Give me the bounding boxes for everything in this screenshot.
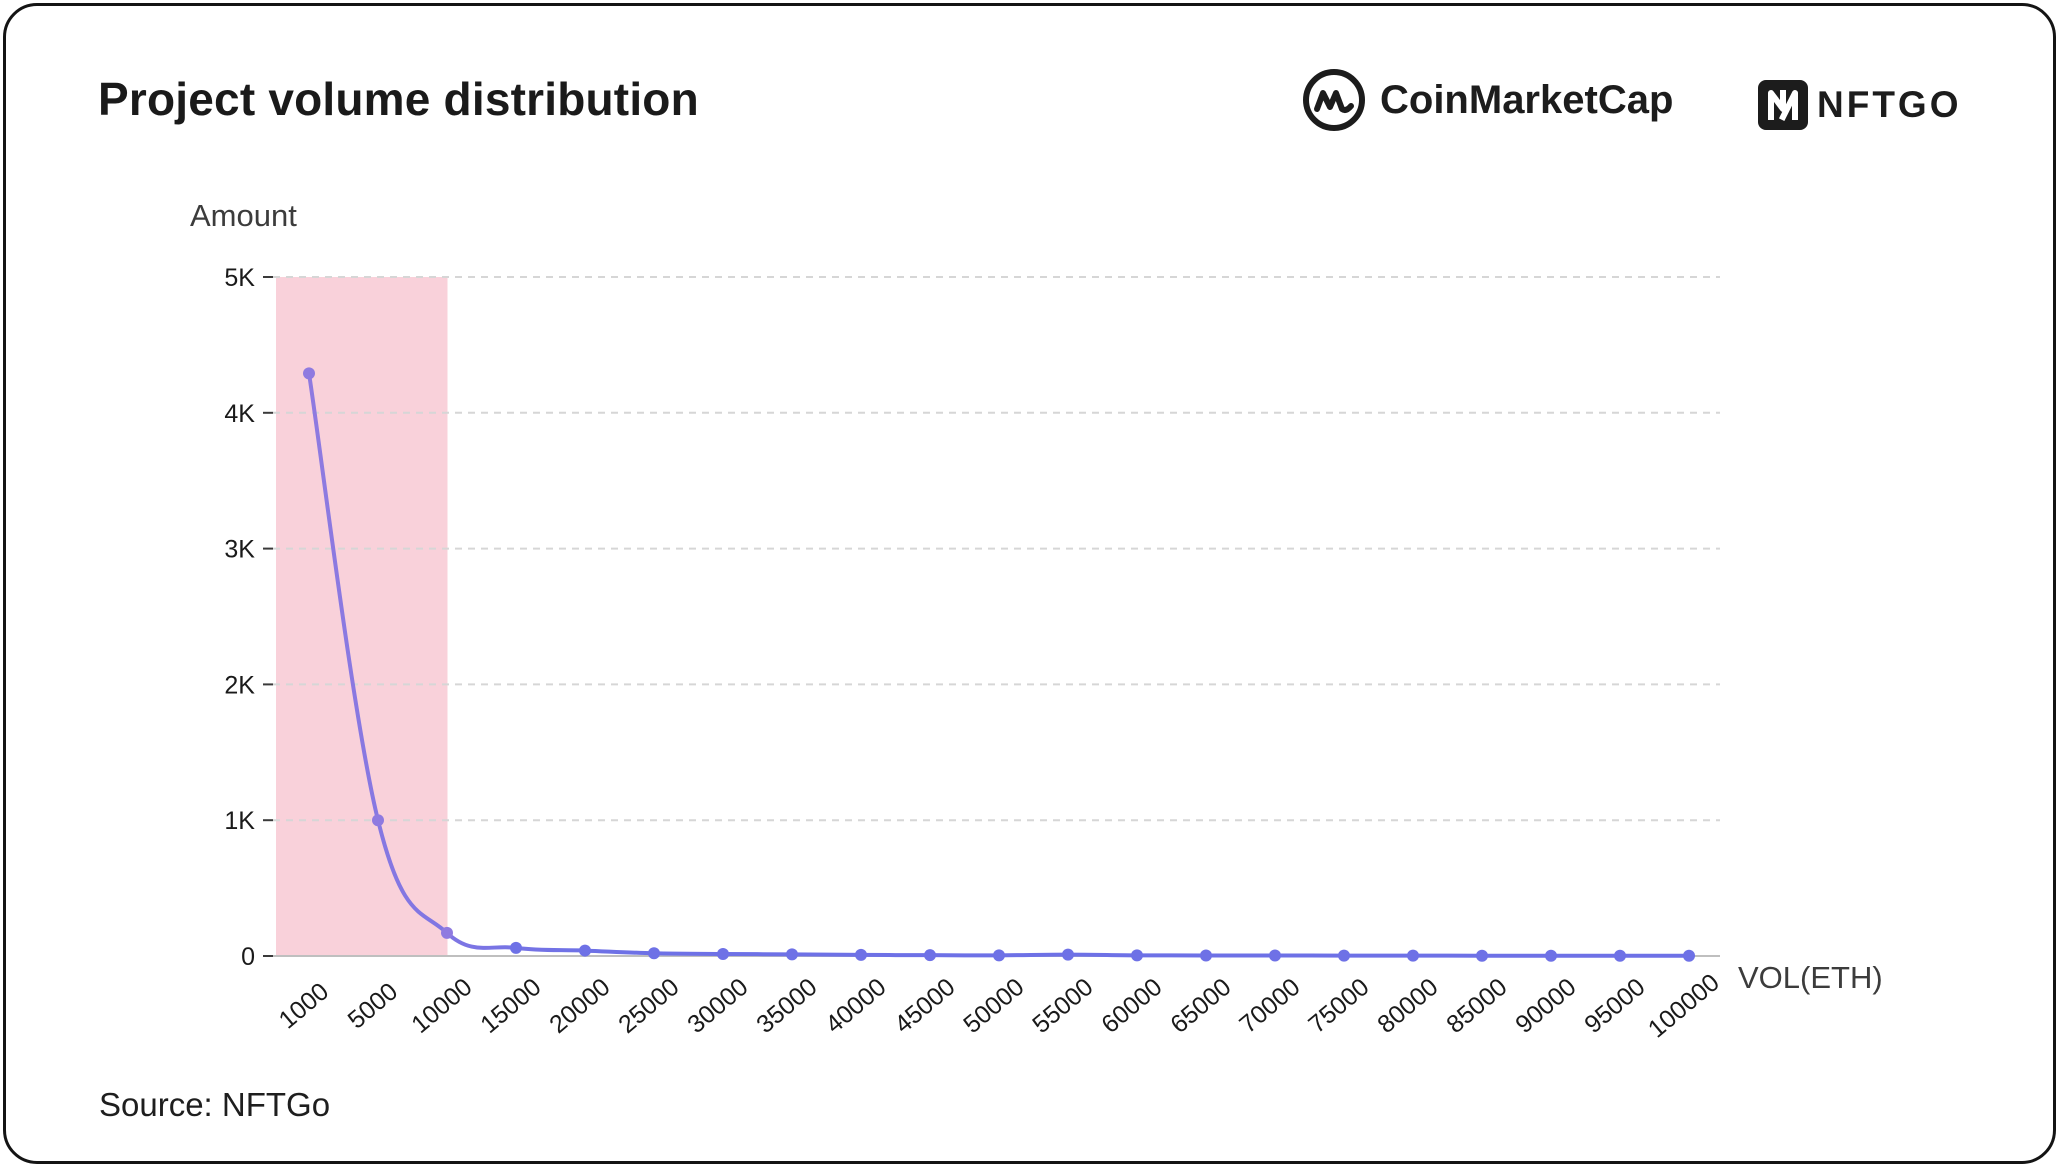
x-tick-label: 60000 [1096, 973, 1167, 1039]
x-tick-label: 1000 [274, 977, 335, 1034]
y-tick-label: 2K [224, 671, 255, 699]
x-tick-label: 45000 [889, 973, 960, 1039]
data-point [855, 948, 867, 961]
y-tick-label: 1K [224, 807, 255, 835]
data-point [1545, 949, 1557, 962]
x-axis-ticks: 1000 5000 10000150002000025000300003500040… [274, 968, 1725, 1043]
x-tick-label: 80000 [1372, 973, 1443, 1039]
x-tick-label: 5000 [343, 977, 404, 1034]
data-point [1683, 949, 1695, 962]
data-point [1614, 949, 1626, 962]
y-tick-label: 5K [224, 264, 255, 292]
x-axis-title: VOL(ETH) [1738, 960, 1883, 995]
x-tick-label: 85000 [1441, 973, 1512, 1039]
x-tick-label: 90000 [1510, 973, 1581, 1039]
data-point [1338, 949, 1350, 962]
chart-title: Project volume distribution [98, 73, 699, 125]
data-point [441, 926, 453, 939]
data-point [1407, 949, 1419, 962]
x-tick-label: 20000 [544, 973, 615, 1039]
y-tick-label: 0 [241, 943, 255, 971]
y-tick-label: 3K [224, 536, 255, 564]
y-tick-label: 4K [224, 400, 255, 428]
data-point [372, 814, 384, 827]
data-point [717, 947, 729, 960]
data-point [1476, 949, 1488, 962]
x-tick-label: 55000 [1027, 973, 1098, 1039]
data-point [993, 949, 1005, 962]
coinmarketcap-brand: CoinMarketCap [1302, 68, 1673, 132]
highlight-band [276, 277, 448, 956]
data-point [1131, 949, 1143, 962]
nftgo-wordmark: NFTGO [1817, 84, 1962, 125]
data-point [1269, 949, 1281, 962]
data-point [579, 944, 591, 957]
data-point [1200, 949, 1212, 962]
x-tick-label: 50000 [958, 973, 1029, 1039]
source-note: Source: NFTGo [99, 1086, 331, 1123]
y-axis-title: Amount [190, 198, 297, 233]
coinmarketcap-wordmark: CoinMarketCap [1380, 77, 1674, 122]
x-tick-label: 75000 [1303, 973, 1374, 1039]
x-tick-label: 100000 [1643, 968, 1725, 1043]
x-tick-label: 65000 [1165, 973, 1236, 1039]
gridlines [273, 276, 1720, 822]
y-axis-ticks: 0 1K 2K 3K 4K 5K [224, 264, 273, 971]
x-tick-label: 25000 [613, 973, 684, 1039]
nftgo-logo-icon [1758, 80, 1808, 130]
data-point [786, 948, 798, 961]
data-point [1062, 948, 1074, 961]
coinmarketcap-logo-icon [1303, 69, 1365, 131]
data-point [510, 941, 522, 954]
x-tick-label: 30000 [682, 973, 753, 1039]
data-point [303, 367, 315, 380]
data-point [924, 949, 936, 962]
data-point [648, 947, 660, 960]
x-tick-label: 40000 [820, 973, 891, 1039]
x-tick-label: 15000 [475, 973, 546, 1039]
x-tick-label: 10000 [406, 973, 477, 1039]
series-line [307, 373, 1689, 958]
x-tick-label: 70000 [1234, 973, 1305, 1039]
data-points [303, 367, 1695, 962]
x-tick-label: 95000 [1579, 973, 1650, 1039]
x-tick-label: 35000 [751, 973, 822, 1039]
nftgo-brand: NFTGO [1757, 79, 1961, 131]
